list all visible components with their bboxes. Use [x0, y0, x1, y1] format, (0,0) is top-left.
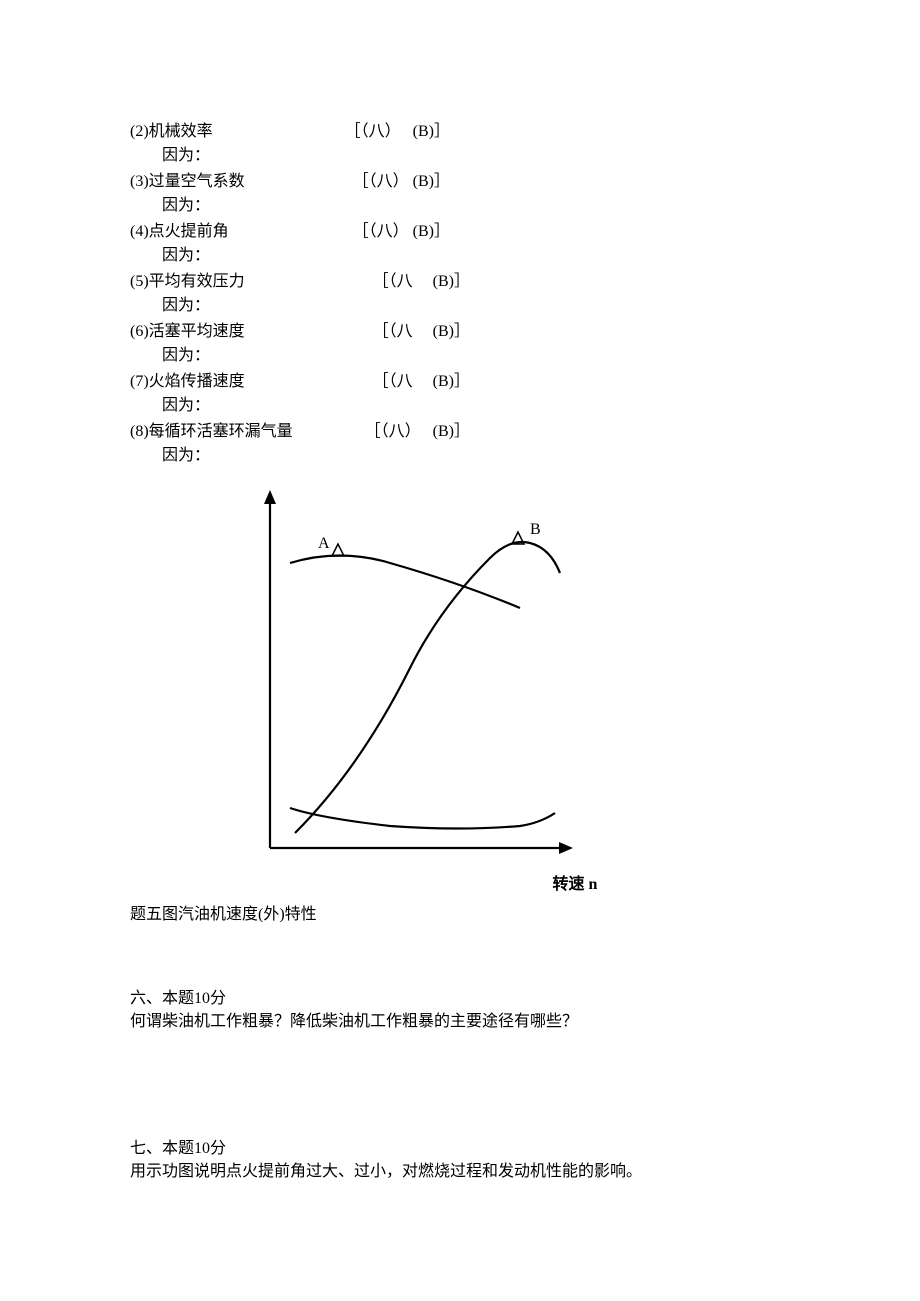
question-bracket: ［（八 (B)］: [373, 270, 470, 294]
question-item: (8)每循环活塞环漏气量 ［（八） (B)］ 因为：: [130, 420, 790, 468]
question-item: (2)机械效率 ［（八） (B)］ 因为：: [130, 120, 790, 168]
question-bracket: ［（八） (B)］: [365, 420, 470, 444]
section-six: 六、本题10分 何谓柴油机工作粗暴？降低柴油机工作粗暴的主要途径有哪些？: [130, 984, 790, 1034]
question-reason: 因为：: [130, 144, 790, 168]
question-label: (5)平均有效压力: [130, 270, 245, 294]
question-reason: 因为：: [130, 244, 790, 268]
label-b: B: [530, 521, 541, 538]
marker-a: [332, 544, 344, 556]
question-item: (7)火焰传播速度 ［（八 (B)］ 因为：: [130, 370, 790, 418]
section-title: 七、本题10分: [130, 1134, 790, 1158]
chart-svg: A B: [240, 488, 580, 868]
question-bracket: ［（八） (B)］: [353, 170, 450, 194]
question-row: (2)机械效率 ［（八） (B)］: [130, 120, 450, 144]
question-reason: 因为：: [130, 444, 790, 468]
question-row: (7)火焰传播速度 ［（八 (B)］: [130, 370, 470, 394]
question-item: (5)平均有效压力 ［（八 (B)］ 因为：: [130, 270, 790, 318]
question-reason: 因为：: [130, 194, 790, 218]
question-label: (7)火焰传播速度: [130, 370, 245, 394]
question-reason: 因为：: [130, 294, 790, 318]
y-axis-arrow: [264, 490, 276, 504]
question-list: (2)机械效率 ［（八） (B)］ 因为： (3)过量空气系数 ［（八） (B)…: [130, 120, 790, 468]
section-title: 六、本题10分: [130, 984, 790, 1008]
curve-rising: [295, 542, 560, 833]
question-label: (6)活塞平均速度: [130, 320, 245, 344]
chart-caption: 题五图汽油机速度(外)特性: [130, 900, 790, 924]
question-bracket: ［（八） (B)］: [345, 120, 450, 144]
section-body: 用示功图说明点火提前角过大、过小，对燃烧过程和发动机性能的影响。: [130, 1160, 790, 1184]
question-bracket: ［（八 (B)］: [373, 320, 470, 344]
curve-bottom: [290, 808, 555, 829]
question-item: (3)过量空气系数 ［（八） (B)］ 因为：: [130, 170, 790, 218]
speed-characteristic-chart: A B: [240, 488, 580, 868]
question-item: (4)点火提前角 ［（八） (B)］ 因为：: [130, 220, 790, 268]
question-row: (8)每循环活塞环漏气量 ［（八） (B)］: [130, 420, 470, 444]
question-row: (6)活塞平均速度 ［（八 (B)］: [130, 320, 470, 344]
question-bracket: ［（八 (B)］: [373, 370, 470, 394]
question-label: (2)机械效率: [130, 120, 213, 144]
question-label: (8)每循环活塞环漏气量: [130, 420, 293, 444]
question-reason: 因为：: [130, 344, 790, 368]
question-row: (3)过量空气系数 ［（八） (B)］: [130, 170, 450, 194]
question-label: (4)点火提前角: [130, 220, 229, 244]
label-a: A: [318, 535, 330, 552]
x-axis-arrow: [559, 842, 573, 854]
question-label: (3)过量空气系数: [130, 170, 245, 194]
section-seven: 七、本题10分 用示功图说明点火提前角过大、过小，对燃烧过程和发动机性能的影响。: [130, 1134, 790, 1184]
chart-xlabel: 转速 n: [360, 870, 790, 894]
question-row: (4)点火提前角 ［（八） (B)］: [130, 220, 450, 244]
question-bracket: ［（八） (B)］: [353, 220, 450, 244]
question-item: (6)活塞平均速度 ［（八 (B)］ 因为：: [130, 320, 790, 368]
question-row: (5)平均有效压力 ［（八 (B)］: [130, 270, 470, 294]
section-body: 何谓柴油机工作粗暴？降低柴油机工作粗暴的主要途径有哪些？: [130, 1010, 790, 1034]
question-reason: 因为：: [130, 394, 790, 418]
